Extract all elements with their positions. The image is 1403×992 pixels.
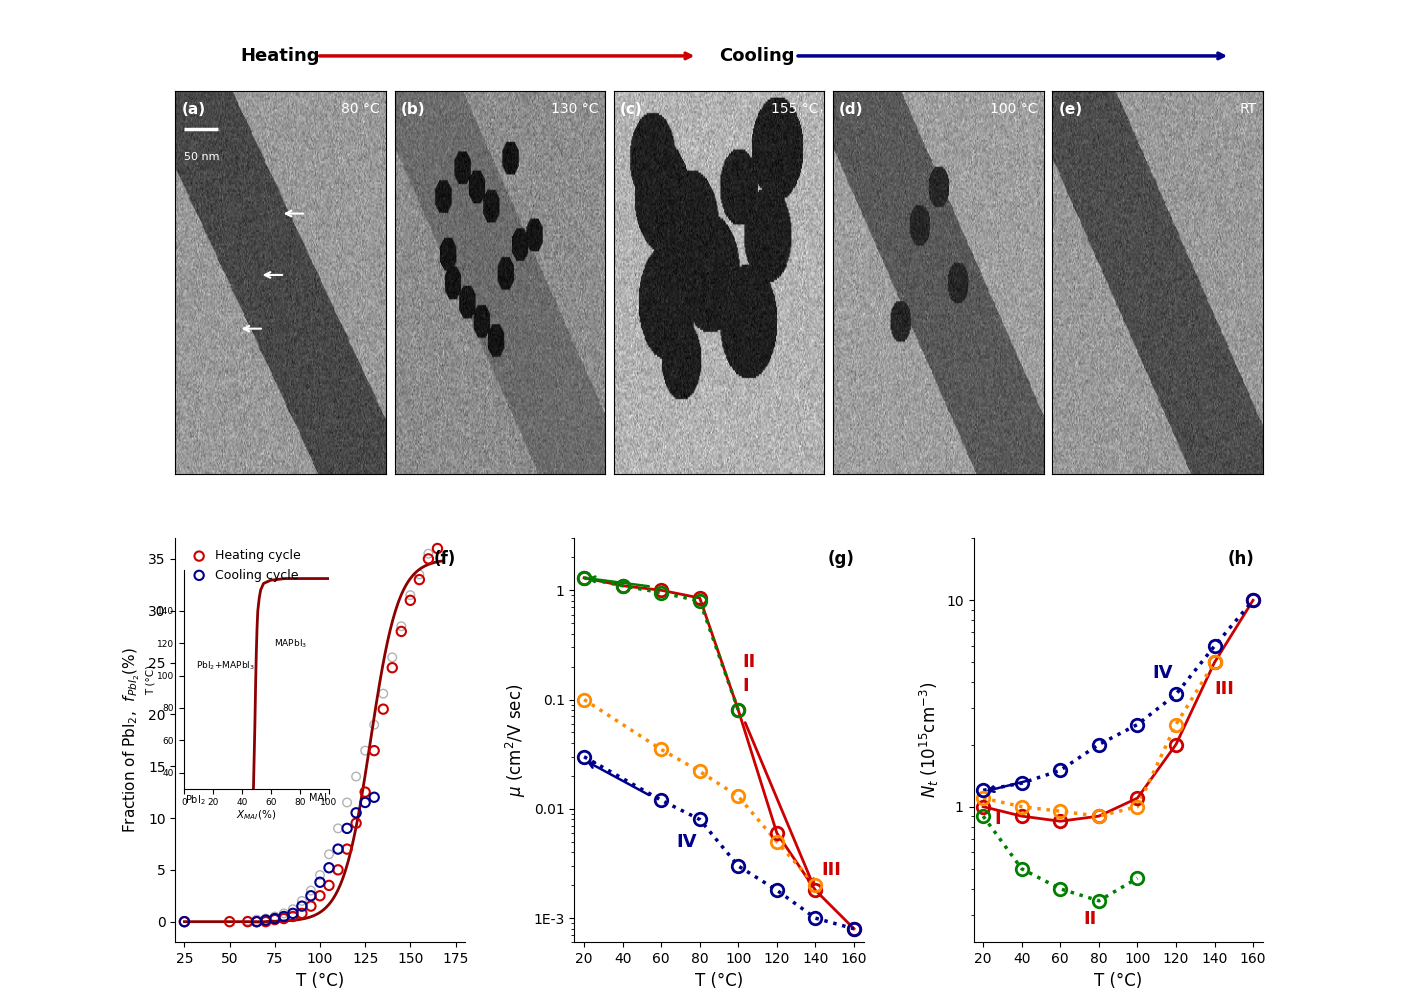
Heating cycle — [398, 592, 421, 608]
Text: (c): (c) — [620, 102, 643, 117]
Heating cycle — [354, 784, 376, 800]
Point — [345, 769, 368, 785]
Text: IV: IV — [676, 832, 697, 851]
Heating cycle — [345, 815, 368, 831]
Heating cycle — [408, 571, 431, 587]
Heating cycle — [363, 743, 386, 759]
Heating cycle — [219, 914, 241, 930]
X-axis label: T (°C): T (°C) — [1094, 972, 1142, 990]
Text: Heating: Heating — [241, 47, 320, 64]
Heating cycle — [264, 912, 286, 928]
Heating cycle — [427, 541, 449, 557]
Point — [327, 820, 349, 836]
Cooling cycle — [300, 888, 323, 904]
Heating cycle — [282, 909, 304, 925]
Text: (b): (b) — [401, 102, 425, 117]
Cooling cycle — [345, 805, 368, 820]
Cooling cycle — [246, 914, 268, 930]
Point — [309, 867, 331, 883]
Cooling cycle — [272, 909, 295, 925]
Heating cycle — [317, 878, 340, 894]
Point — [317, 846, 340, 862]
Text: 130 °C: 130 °C — [551, 102, 599, 116]
Point — [354, 743, 376, 759]
Heating cycle — [309, 888, 331, 904]
Y-axis label: Fraction of PbI$_2$,  $f_{PbI_2}$(%): Fraction of PbI$_2$, $f_{PbI_2}$(%) — [122, 648, 143, 833]
Point — [246, 912, 268, 928]
Text: (d): (d) — [839, 102, 864, 117]
Text: I: I — [995, 810, 1002, 828]
Text: III: III — [1215, 681, 1235, 698]
Heating cycle — [290, 906, 313, 922]
Cooling cycle — [335, 820, 358, 836]
Legend: Heating cycle, Cooling cycle: Heating cycle, Cooling cycle — [181, 545, 306, 586]
Point — [254, 911, 276, 927]
Cooling cycle — [327, 841, 349, 857]
Point — [417, 546, 439, 561]
X-axis label: T (°C): T (°C) — [694, 972, 744, 990]
Cooling cycle — [264, 911, 286, 927]
Y-axis label: $N_t$ (10$^{15}$cm$^{-3}$): $N_t$ (10$^{15}$cm$^{-3}$) — [918, 682, 940, 799]
Text: 80 °C: 80 °C — [341, 102, 380, 116]
Point — [264, 909, 286, 925]
Text: 100 °C: 100 °C — [989, 102, 1037, 116]
Cooling cycle — [317, 860, 340, 876]
Cooling cycle — [282, 906, 304, 922]
Point — [398, 587, 421, 603]
Text: (f): (f) — [434, 551, 456, 568]
Cooling cycle — [309, 874, 331, 890]
Heating cycle — [300, 898, 323, 914]
Cooling cycle — [354, 795, 376, 810]
Text: (h): (h) — [1228, 551, 1254, 568]
Text: 50 nm: 50 nm — [184, 152, 219, 162]
Point — [363, 717, 386, 733]
Text: (g): (g) — [828, 551, 854, 568]
Heating cycle — [272, 911, 295, 927]
Text: (e): (e) — [1058, 102, 1083, 117]
Text: (a): (a) — [182, 102, 206, 117]
Cooling cycle — [254, 913, 276, 929]
Point — [408, 566, 431, 582]
Heating cycle — [390, 624, 412, 640]
Point — [290, 893, 313, 909]
Point — [390, 618, 412, 634]
Point — [372, 685, 394, 701]
Text: I: I — [742, 677, 749, 695]
Text: Cooling: Cooling — [718, 47, 794, 64]
Text: II: II — [742, 653, 755, 671]
Point — [300, 883, 323, 899]
Text: IV: IV — [1153, 664, 1173, 682]
Cooling cycle — [363, 790, 386, 806]
Point — [282, 902, 304, 918]
Heating cycle — [246, 914, 268, 930]
Heating cycle — [327, 862, 349, 878]
X-axis label: T (°C): T (°C) — [296, 972, 344, 990]
Text: III: III — [821, 861, 840, 879]
Text: II: II — [1083, 910, 1097, 929]
Point — [382, 650, 404, 666]
Y-axis label: $\mu$ (cm$^2$/V sec): $\mu$ (cm$^2$/V sec) — [504, 683, 528, 797]
Cooling cycle — [173, 914, 195, 930]
Point — [237, 913, 260, 929]
Heating cycle — [335, 841, 358, 857]
Point — [272, 906, 295, 922]
Text: RT: RT — [1239, 102, 1256, 116]
Heating cycle — [382, 660, 404, 676]
Heating cycle — [372, 701, 394, 717]
Heating cycle — [173, 914, 195, 930]
Heating cycle — [237, 914, 260, 930]
Cooling cycle — [290, 898, 313, 914]
Point — [335, 795, 358, 810]
Text: 155 °C: 155 °C — [770, 102, 818, 116]
Heating cycle — [417, 551, 439, 566]
Heating cycle — [254, 914, 276, 930]
